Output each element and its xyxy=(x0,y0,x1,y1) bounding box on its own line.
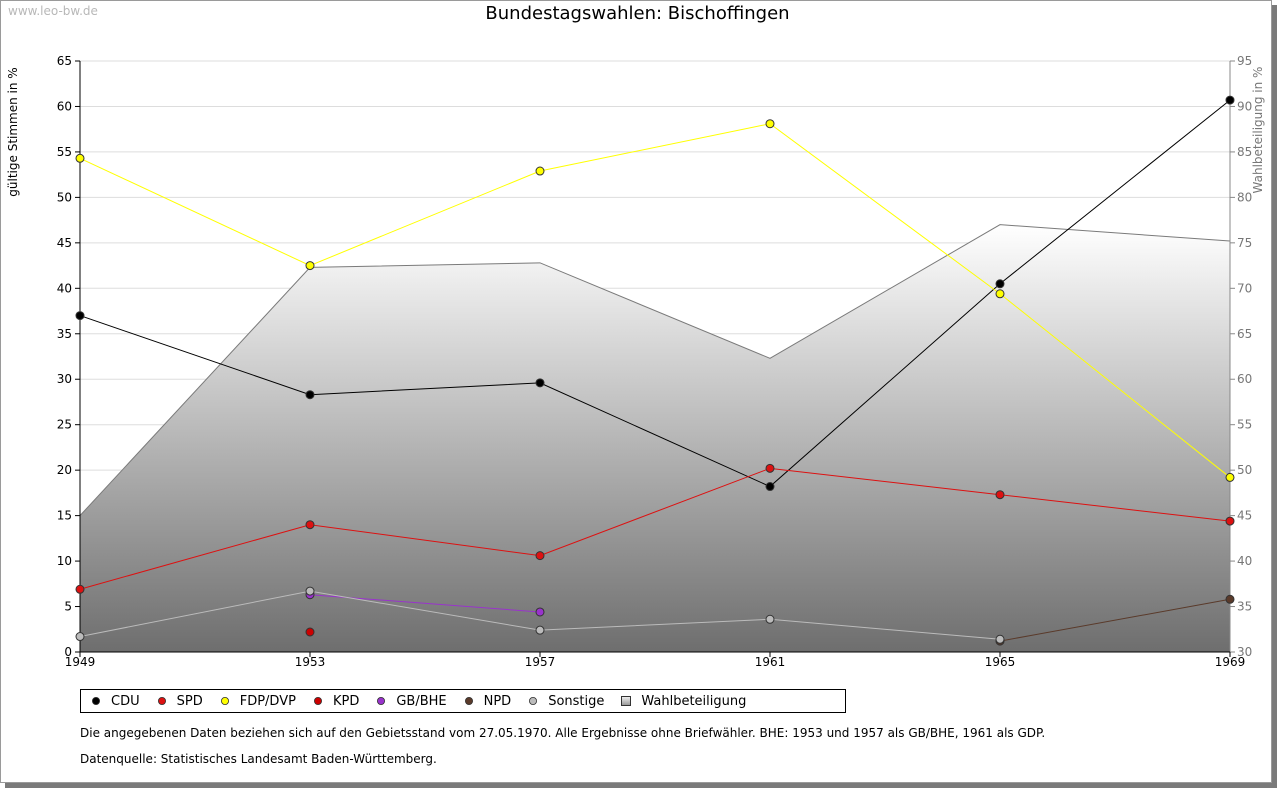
series-line-npd xyxy=(999,598,1231,642)
y2-tick-label: 35 xyxy=(1237,600,1252,614)
y2-tick-label: 85 xyxy=(1237,145,1252,159)
data-point-spd xyxy=(765,463,775,473)
footnote: Die angegebenen Daten beziehen sich auf … xyxy=(80,726,1046,740)
data-point-spd xyxy=(305,520,315,530)
y-tick-label: 50 xyxy=(57,190,72,204)
legend-label: KPD xyxy=(332,693,360,709)
data-point-spd xyxy=(995,490,1005,500)
y2-axis-title: Wahlbeteiligung in % xyxy=(1251,67,1265,194)
data-point-npd xyxy=(1225,594,1235,604)
data-point-sonstige xyxy=(75,632,85,642)
y-axis-title: gültige Stimmen in % xyxy=(6,67,20,196)
data-point-fdp-dvp xyxy=(995,289,1005,299)
y-tick-label: 25 xyxy=(57,418,72,432)
y-tick-label: 20 xyxy=(57,463,72,477)
legend-item: KPD xyxy=(313,694,359,709)
data-point-cdu xyxy=(995,279,1005,289)
y2-tick-label: 55 xyxy=(1237,418,1252,432)
legend-marker xyxy=(313,697,322,705)
data-point-spd xyxy=(75,584,85,594)
y2-tick-label: 80 xyxy=(1237,190,1252,204)
data-point-sonstige xyxy=(535,625,545,635)
data-point-cdu xyxy=(1225,95,1235,105)
data-point-cdu xyxy=(305,390,315,400)
legend-item: Sonstige xyxy=(528,694,604,709)
x-tick-label: 1957 xyxy=(525,655,556,669)
y2-tick-label: 65 xyxy=(1237,327,1252,341)
legend-label: Sonstige xyxy=(548,693,605,709)
legend-item: CDU xyxy=(91,694,140,709)
y-tick-label: 5 xyxy=(64,600,72,614)
data-point-gb-bhe xyxy=(535,607,545,617)
x-tick-label: 1961 xyxy=(755,655,786,669)
y2-tick-label: 95 xyxy=(1237,54,1252,68)
data-point-fdp-dvp xyxy=(305,261,315,271)
turnout-area xyxy=(80,224,1230,652)
series-line-fdp-dvp xyxy=(79,123,1231,478)
chart-title: Bundestagswahlen: Bischoffingen xyxy=(485,3,790,24)
legend-label: GB/BHE xyxy=(396,693,447,709)
legend-marker xyxy=(92,697,100,705)
legend-item: GB/BHE xyxy=(376,693,447,709)
y-tick-label: 0 xyxy=(64,645,72,659)
data-source: Datenquelle: Statistisches Landesamt Bad… xyxy=(80,752,437,766)
y-tick-label: 65 xyxy=(57,54,72,68)
y2-tick-label: 75 xyxy=(1237,236,1252,250)
legend-item: FDP/DVP xyxy=(220,694,296,709)
legend-label: NPD xyxy=(483,693,512,709)
chart-legend: CDU SPD FDP/DVP KPD GB/BHE NPD Sonstige Wahlbet… xyxy=(80,689,846,713)
data-point-kpd xyxy=(305,627,315,637)
x-tick-label: 1949 xyxy=(65,655,96,669)
y-tick-label: 60 xyxy=(57,99,72,113)
legend-label: FDP/DVP xyxy=(239,693,296,709)
legend-item: NPD xyxy=(464,693,512,709)
y-tick-label: 55 xyxy=(57,145,72,159)
x-tick-label: 1969 xyxy=(1215,655,1246,669)
chart-canvas: 0 5 10 15 20 25 30 35 40 45 50 55 60 65 30 35 40 45 50 55 60… xyxy=(6,54,1265,669)
data-point-spd xyxy=(1225,516,1235,526)
data-point-fdp-dvp xyxy=(535,166,545,176)
y2-tick-label: 40 xyxy=(1237,554,1252,568)
y2-tick-label: 90 xyxy=(1237,99,1252,113)
y-tick-label: 40 xyxy=(57,281,72,295)
legend-marker xyxy=(377,697,386,705)
y-tick-label: 30 xyxy=(57,372,72,386)
data-point-cdu xyxy=(535,378,545,388)
data-point-sonstige xyxy=(305,586,315,596)
y2-tick-label: 45 xyxy=(1237,509,1252,523)
y-tick-label: 35 xyxy=(57,327,72,341)
legend-marker xyxy=(157,697,166,705)
y2-tick-label: 70 xyxy=(1237,281,1252,295)
y-tick-label: 10 xyxy=(57,554,72,568)
legend-label: Wahlbeteiligung xyxy=(641,693,747,709)
y2-tick-label: 60 xyxy=(1237,372,1252,386)
x-tick-label: 1953 xyxy=(295,655,326,669)
data-point-spd xyxy=(535,551,545,561)
y2-tick-label: 50 xyxy=(1237,463,1252,477)
y-tick-label: 15 xyxy=(57,509,72,523)
data-point-fdp-dvp xyxy=(765,119,775,129)
data-point-fdp-dvp xyxy=(75,153,85,163)
series-line-spd xyxy=(79,467,1231,590)
legend-marker xyxy=(621,696,632,706)
data-point-sonstige xyxy=(765,614,775,624)
series-line-cdu xyxy=(79,99,1231,488)
data-point-fdp-dvp xyxy=(1225,472,1235,482)
turnout-line xyxy=(79,224,1231,516)
legend-marker xyxy=(220,697,229,705)
data-point-sonstige xyxy=(995,634,1005,644)
legend-item: Wahlbeteiligung xyxy=(621,694,746,709)
legend-item: SPD xyxy=(157,694,203,709)
data-point-cdu xyxy=(765,482,775,492)
legend-marker xyxy=(529,697,538,705)
legend-label: CDU xyxy=(111,693,140,709)
legend-marker xyxy=(464,697,473,705)
data-point-cdu xyxy=(75,311,85,321)
x-tick-label: 1965 xyxy=(985,655,1016,669)
y2-tick-label: 30 xyxy=(1237,645,1252,659)
y-tick-label: 45 xyxy=(57,236,72,250)
watermark: www.leo-bw.de xyxy=(8,4,98,18)
legend-label: SPD xyxy=(176,693,203,709)
